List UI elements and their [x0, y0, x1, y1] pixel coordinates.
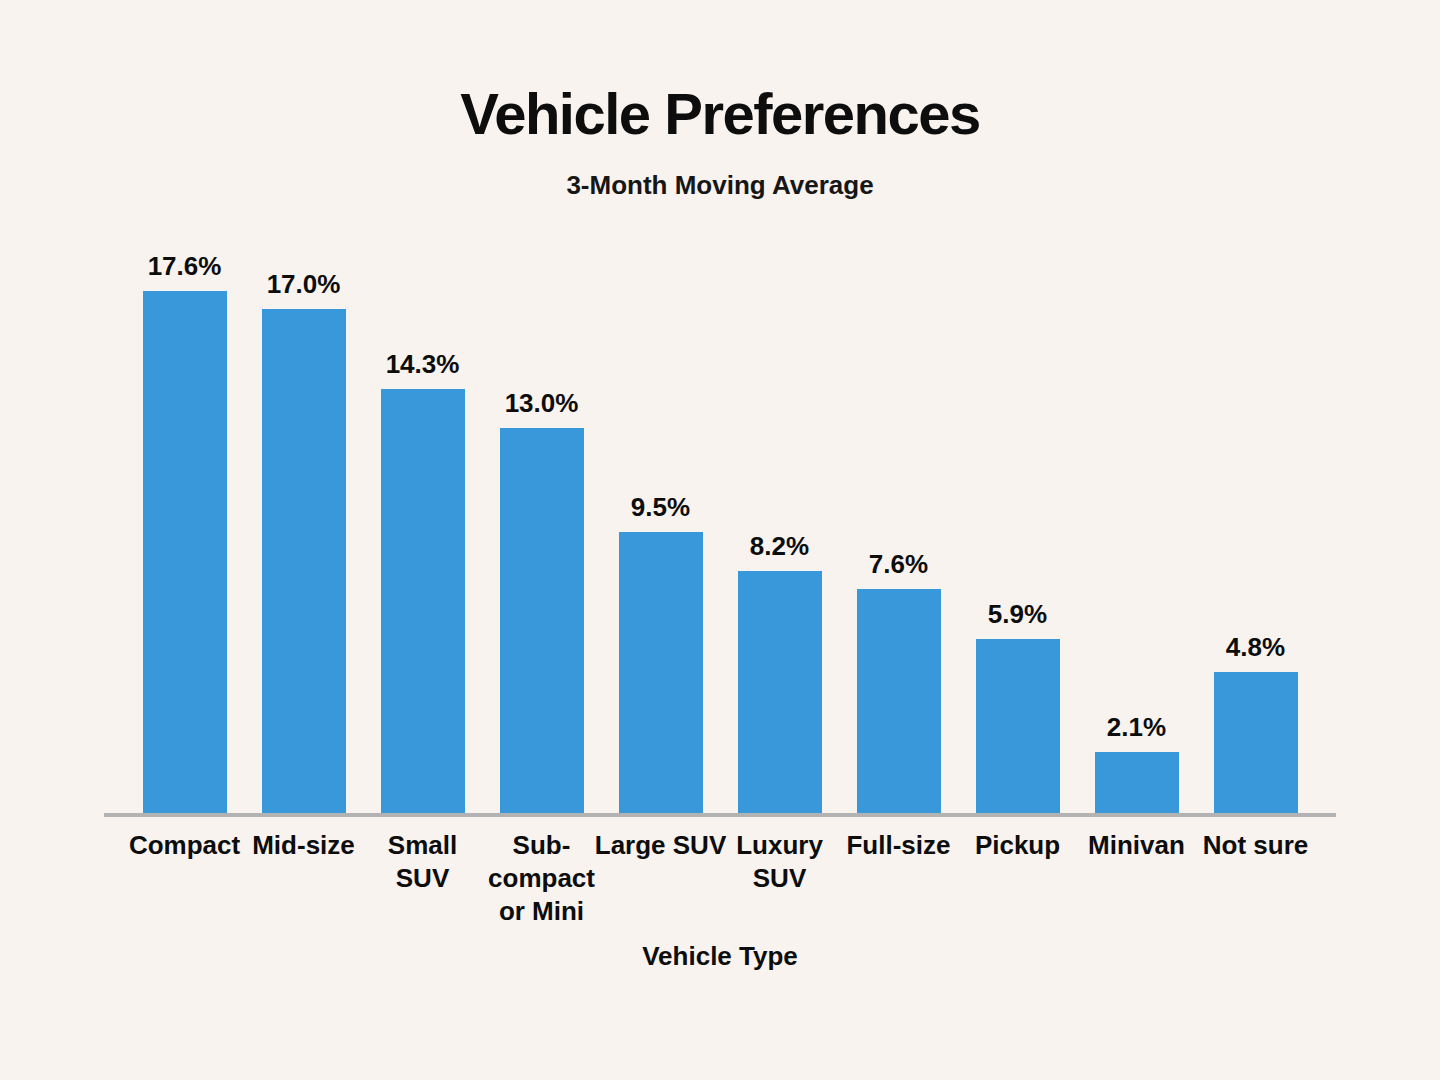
- bar-luxury-suv: [738, 571, 822, 815]
- x-tick-label-sub-compact-or-mini: Sub- compact or Mini: [488, 829, 595, 928]
- chart-title: Vehicle Preferences: [0, 80, 1440, 147]
- chart-subtitle: 3-Month Moving Average: [0, 170, 1440, 201]
- bar-full-size: [857, 589, 941, 815]
- bar-column-minivan: 2.1%: [1095, 712, 1179, 815]
- bar-value-label-compact: 17.6%: [148, 251, 222, 282]
- bar-column-full-size: 7.6%: [857, 549, 941, 815]
- bar-value-label-luxury-suv: 8.2%: [750, 531, 809, 562]
- x-tick-label-compact: Compact: [129, 829, 240, 862]
- x-axis-tick-labels: Compact Mid-size Small SUV Sub- compact or …: [0, 829, 1440, 959]
- x-tick-label-mid-size: Mid-size: [252, 829, 355, 862]
- bar-pickup: [976, 639, 1060, 815]
- bar-mid-size: [262, 309, 346, 815]
- x-tick-label-small-suv: Small SUV: [388, 829, 457, 895]
- bar-column-not-sure: 4.8%: [1214, 632, 1298, 815]
- bar-value-label-sub-compact-or-mini: 13.0%: [505, 388, 579, 419]
- bar-column-luxury-suv: 8.2%: [738, 531, 822, 815]
- chart-canvas: Vehicle Preferences 3-Month Moving Avera…: [0, 0, 1440, 1080]
- bar-column-pickup: 5.9%: [976, 599, 1060, 815]
- x-axis-line: [104, 813, 1336, 817]
- bar-value-label-minivan: 2.1%: [1107, 712, 1166, 743]
- bar-not-sure: [1214, 672, 1298, 815]
- plot-area: 17.6% 17.0% 14.3% 13.0% 9.5% 8.2% 7.6% 5.9% 2.1%…: [0, 230, 1440, 815]
- bar-large-suv: [619, 532, 703, 815]
- bar-column-large-suv: 9.5%: [619, 492, 703, 815]
- bar-value-label-mid-size: 17.0%: [267, 269, 341, 300]
- bar-compact: [143, 291, 227, 815]
- bar-column-sub-compact-or-mini: 13.0%: [500, 388, 584, 815]
- bar-value-label-full-size: 7.6%: [869, 549, 928, 580]
- bar-column-small-suv: 14.3%: [381, 349, 465, 815]
- x-tick-label-large-suv: Large SUV: [595, 829, 727, 862]
- bar-value-label-pickup: 5.9%: [988, 599, 1047, 630]
- bar-value-label-large-suv: 9.5%: [631, 492, 690, 523]
- x-tick-label-luxury-suv: Luxury SUV: [736, 829, 823, 895]
- bar-column-mid-size: 17.0%: [262, 269, 346, 815]
- x-tick-label-not-sure: Not sure: [1203, 829, 1308, 862]
- x-tick-label-pickup: Pickup: [975, 829, 1060, 862]
- x-axis-title: Vehicle Type: [0, 941, 1440, 972]
- x-tick-label-minivan: Minivan: [1088, 829, 1185, 862]
- bar-sub-compact-or-mini: [500, 428, 584, 815]
- bar-value-label-not-sure: 4.8%: [1226, 632, 1285, 663]
- x-tick-label-full-size: Full-size: [846, 829, 950, 862]
- bar-column-compact: 17.6%: [143, 251, 227, 815]
- bar-value-label-small-suv: 14.3%: [386, 349, 460, 380]
- bar-small-suv: [381, 389, 465, 815]
- bar-minivan: [1095, 752, 1179, 815]
